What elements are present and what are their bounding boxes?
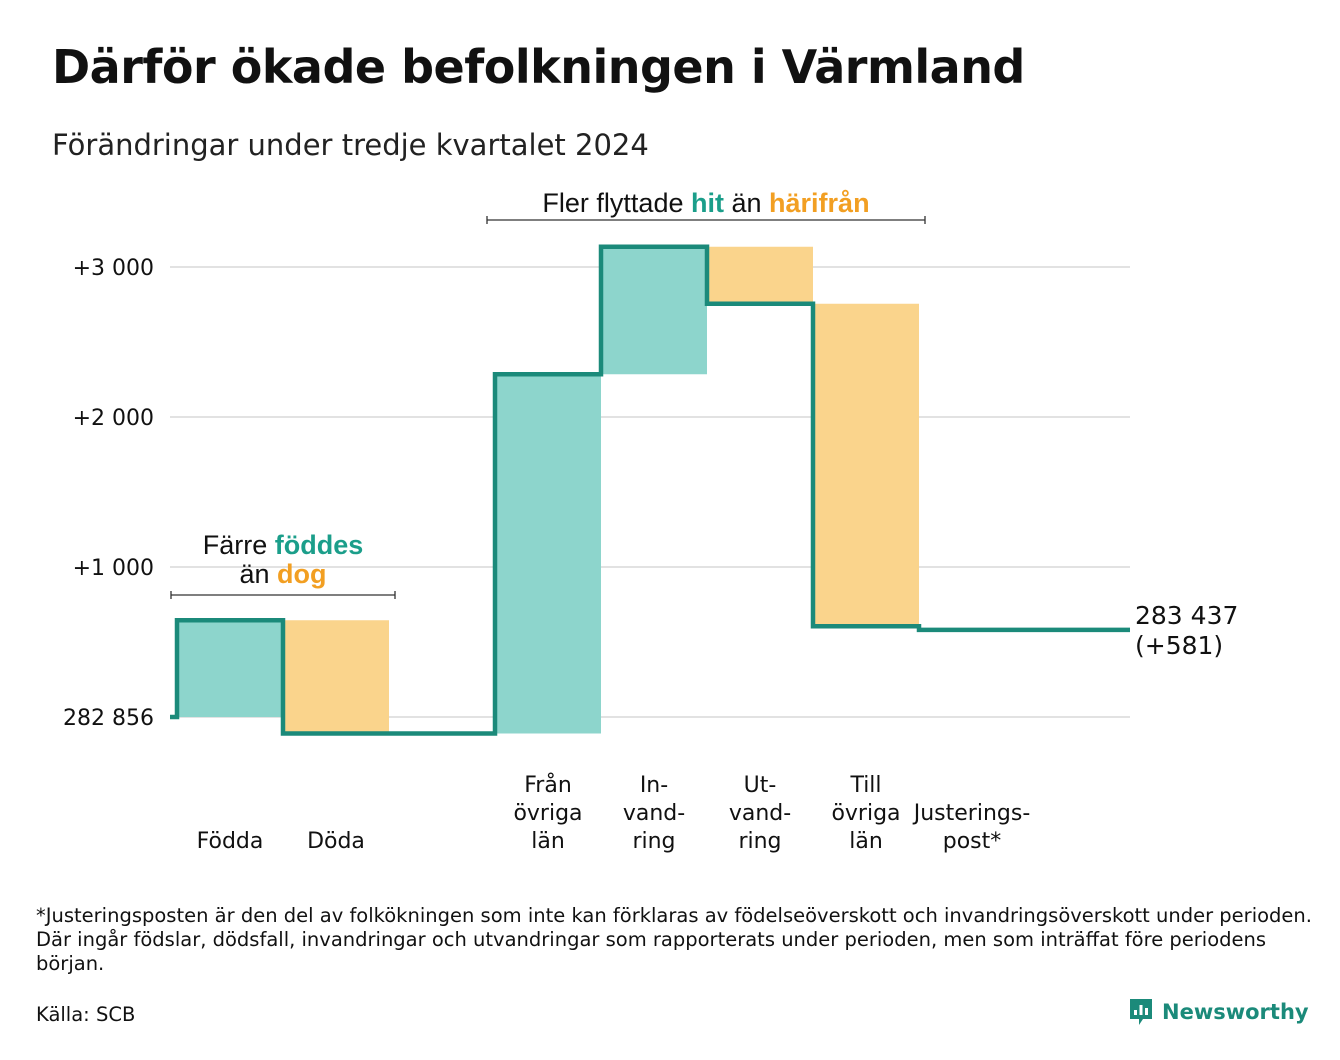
end-change-label: (+581)	[1135, 631, 1223, 660]
waterfall-bar	[283, 620, 389, 734]
annotation-births-line2: än dog	[239, 559, 326, 589]
waterfall-bar	[707, 246, 813, 304]
category-label: ring	[738, 829, 781, 854]
footnote: *Justeringsposten är den del av folkökni…	[36, 904, 1312, 975]
waterfall-bar	[601, 246, 707, 375]
chart-subtitle: Förändringar under tredje kvartalet 2024	[52, 128, 649, 162]
source-note: Källa: SCB	[36, 1003, 136, 1026]
chart-title: Därför ökade befolkningen i Värmland	[52, 40, 1025, 94]
brand-name: Newsworthy	[1162, 1000, 1309, 1024]
category-label: post*	[943, 829, 1002, 854]
category-label: Justerings-	[912, 801, 1031, 826]
waterfall-bar	[813, 303, 919, 627]
category-label: In-	[640, 773, 668, 798]
category-label: ring	[632, 829, 675, 854]
annotation-births-line1: Färre föddes	[203, 530, 364, 560]
end-value-label: 283 437	[1135, 601, 1238, 630]
y-tick-label: +2 000	[73, 406, 154, 431]
waterfall-chart: 282 856 +1 000 +2 000 +3 000 Födda Döda Från öv…	[63, 188, 1238, 854]
brand-logo: Newsworthy	[1128, 997, 1309, 1027]
category-label: övriga	[831, 801, 900, 826]
category-label: Från	[524, 772, 572, 798]
category-label: län	[849, 829, 883, 854]
y-tick-label: +1 000	[73, 556, 154, 581]
category-label: Till	[849, 773, 881, 798]
category-label: Födda	[197, 829, 264, 854]
cumulative-step-line	[170, 244, 1130, 736]
category-label: vand-	[729, 801, 791, 826]
newsworthy-logo-icon	[1130, 999, 1152, 1025]
waterfall-bar	[177, 620, 283, 717]
annotation-migration: Fler flyttade hit än härifrån	[542, 188, 869, 218]
category-label: Döda	[307, 829, 365, 854]
y-tick-label: 282 856	[63, 706, 154, 731]
category-label: län	[531, 829, 565, 854]
category-label: övriga	[513, 801, 582, 826]
category-label: Ut-	[744, 773, 777, 798]
y-tick-label: +3 000	[73, 256, 154, 281]
category-label: vand-	[623, 801, 685, 826]
waterfall-bar	[495, 374, 601, 734]
